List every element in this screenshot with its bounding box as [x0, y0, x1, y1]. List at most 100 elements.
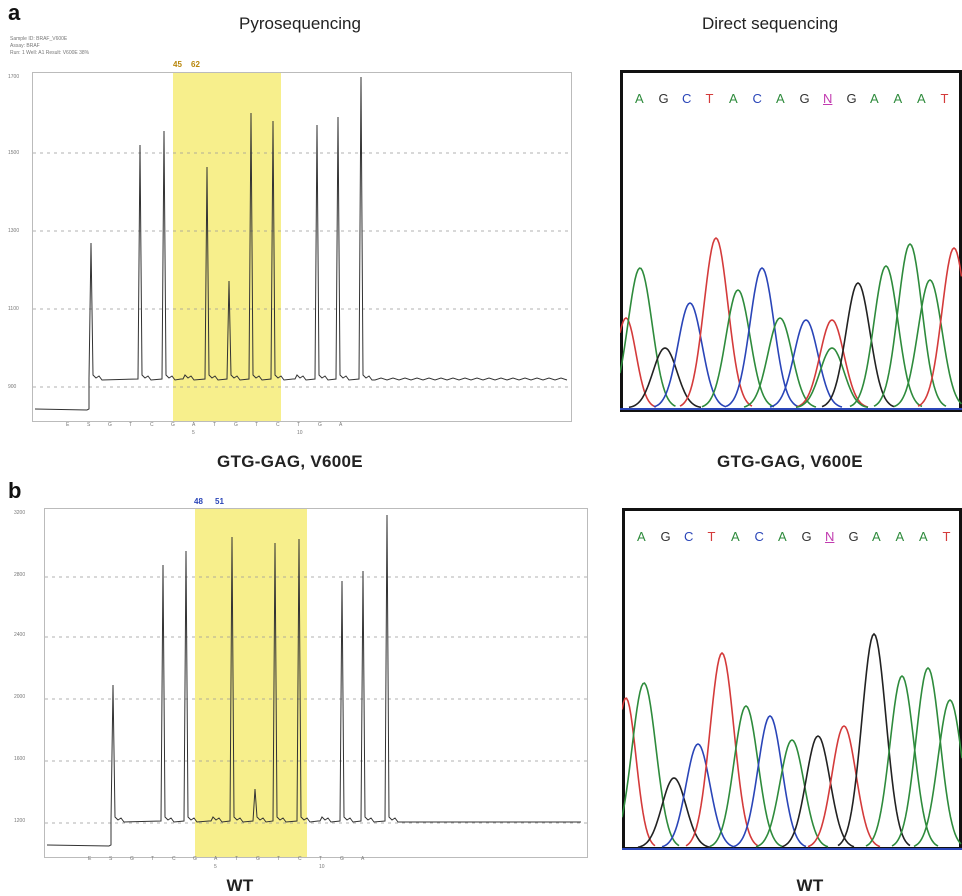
chromatogram-peak: [755, 739, 829, 848]
pyrosequencing-title: Pyrosequencing: [239, 14, 361, 33]
direct-sequencing-title: Direct sequencing: [701, 14, 839, 33]
x-tick-label: G: [108, 422, 112, 428]
x-tick-sublabel: 10: [297, 430, 303, 436]
pyrogram-trace: [46, 514, 581, 847]
chromatogram-peak: [795, 319, 869, 408]
variant-marker: 45: [173, 60, 182, 69]
chromatogram-peak: [917, 246, 962, 407]
base-call-letter: A: [778, 529, 787, 544]
chromatogram-peak: [807, 725, 881, 848]
base-call-letter: A: [893, 91, 903, 106]
base-call-letter: A: [731, 529, 740, 544]
base-call-letter: C: [682, 91, 692, 106]
chromatogram-peak: [837, 632, 911, 847]
pyrogram-header-line: Run: 1 Well: A1 Result: V600E 38%: [10, 50, 90, 56]
chromatogram-peak: [620, 267, 676, 407]
x-tick-label: G: [318, 422, 322, 428]
y-tick-label: 2800: [14, 572, 26, 578]
y-tick-label: 2400: [14, 632, 26, 638]
pyrogram-b-x-axis: E S G T C G A T G T C T G A 5 10: [44, 856, 586, 876]
chromatogram-peak: [622, 697, 656, 847]
variant-marker: 48: [194, 497, 203, 506]
base-call-letter: N: [825, 529, 835, 544]
chromatogram-peak: [628, 347, 702, 409]
base-call-letter: T: [705, 91, 714, 106]
chromatogram-peak: [849, 265, 923, 408]
panel-a-pyro-caption: GTG-GAG, V600E: [217, 452, 363, 471]
x-tick-label: G: [340, 856, 344, 862]
base-call-letter: A: [637, 529, 646, 544]
x-tick-label: T: [151, 856, 155, 862]
x-tick-label: G: [130, 856, 134, 862]
panel-b-label: b: [8, 478, 22, 503]
panel-b-seq-caption: WT: [796, 876, 824, 895]
chromatogram-peak: [769, 319, 843, 408]
base-call-letter: A: [776, 91, 785, 106]
x-tick-label: E: [66, 422, 70, 428]
base-call-letter: T: [707, 529, 716, 544]
base-call-letter: G: [799, 91, 810, 106]
chromatogram-peak: [821, 282, 895, 408]
chromatogram-peak: [891, 666, 962, 847]
x-tick-label: T: [277, 856, 281, 862]
base-call-letter: A: [895, 529, 905, 544]
chromatogram-peak: [622, 682, 680, 847]
y-tick-label: 1500: [8, 150, 20, 156]
chromatogram-peak: [795, 347, 869, 409]
chromatogram-peak: [725, 267, 799, 408]
base-call-letter: A: [872, 529, 881, 544]
x-tick-label: E: [88, 856, 92, 862]
x-tick-label: A: [214, 856, 218, 862]
y-tick-label: 1200: [14, 818, 26, 824]
x-tick-label: T: [129, 422, 133, 428]
x-tick-label: G: [193, 856, 197, 862]
base-call-letter: A: [635, 91, 644, 106]
pyrogram-a-plot: [33, 73, 571, 421]
panel-a-label: a: [8, 0, 21, 25]
y-tick-label: 1600: [14, 756, 26, 762]
chromatogram-peak: [873, 242, 947, 407]
base-call-letter: G: [846, 91, 857, 106]
pyrogram-b-plot: [45, 509, 587, 857]
chromatogram-peak: [733, 715, 807, 848]
chromatogram-peak: [661, 743, 735, 848]
pyrogram-header-line: Sample ID: BRAF_V600E: [10, 36, 68, 42]
x-tick-label: C: [172, 856, 176, 862]
base-call-letter: G: [658, 91, 669, 106]
chromatogram-peak: [913, 698, 962, 848]
x-tick-label: T: [319, 856, 323, 862]
y-tick-label: 1700: [8, 74, 20, 80]
chromatogram-b-plot: [622, 632, 962, 850]
chromatogram-peak: [781, 735, 855, 848]
base-call-letter: C: [752, 91, 762, 106]
chromatogram-peak: [620, 317, 657, 408]
y-tick-label: 2000: [14, 694, 26, 700]
chromatogram-peak: [865, 674, 939, 847]
x-tick-sublabel: 10: [319, 864, 325, 870]
base-call-letter: T: [942, 529, 951, 544]
pyrogram-trace: [34, 76, 568, 411]
chromatogram-peak: [679, 236, 753, 407]
base-call-letter: G: [848, 529, 859, 544]
x-tick-sublabel: 5: [214, 864, 217, 870]
mutation-highlight: [195, 509, 307, 857]
x-tick-label: G: [171, 422, 175, 428]
x-tick-label: T: [255, 422, 259, 428]
x-tick-label: A: [361, 856, 365, 862]
x-tick-label: T: [235, 856, 239, 862]
chromatogram-peak: [893, 279, 962, 408]
x-tick-label: A: [192, 422, 196, 428]
base-call-letter: C: [684, 529, 694, 544]
x-tick-sublabel: 5: [192, 430, 195, 436]
chromatogram-a-plot: [620, 236, 962, 410]
chromatogram-peak: [743, 317, 817, 408]
variant-marker: 51: [215, 497, 224, 506]
x-tick-label: S: [87, 422, 91, 428]
chromatogram-peak: [637, 777, 711, 848]
x-tick-label: C: [276, 422, 280, 428]
panel-b-pyro-caption: WT: [226, 876, 254, 895]
x-tick-label: C: [150, 422, 154, 428]
